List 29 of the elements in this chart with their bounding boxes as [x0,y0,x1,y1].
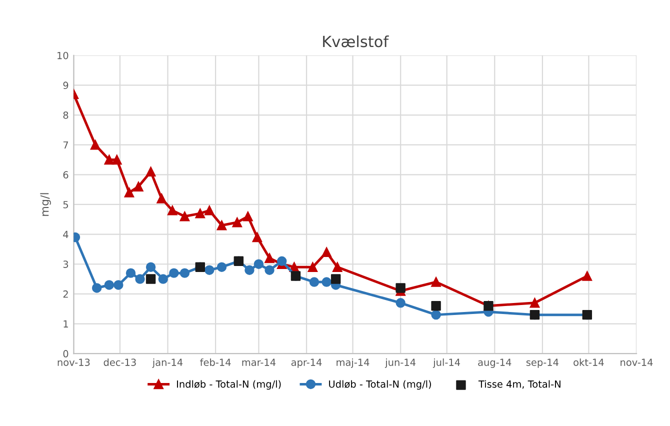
chart-title: Kvælstof [323,35,389,48]
x-tick-label: dec-13 [104,358,136,366]
x-tick-label: mar-14 [242,358,276,366]
x-tick-label: aug-14 [478,358,512,368]
y-tick-label: 10 [58,52,68,60]
y-tick-label: 0 [63,350,68,358]
y-tick-label: 6 [63,171,68,178]
y-tick-label: 7 [63,141,68,149]
y-tick-label: 5 [63,201,68,208]
x-tick-label: apr-14 [291,358,322,368]
x-tick-label: nov-14 [620,358,653,366]
x-tick-label: nov-13 [58,358,90,366]
y-tick-label: 2 [63,290,68,298]
x-tick-label: sep-14 [526,358,558,368]
x-tick-label: jun-14 [384,358,416,368]
y-tick-label: 4 [63,230,68,238]
legend-label: Indløb - Total-N (mg/l) [177,380,281,390]
x-tick-label: jan-14 [152,358,183,368]
y-tick-label: 8 [63,112,68,119]
y-tick-label: 9 [63,82,68,90]
legend-label: Tisse 4m, Total-N [478,380,560,389]
y-axis-title: mg/l [40,193,51,216]
y-tick-label: 1 [64,320,68,328]
y-tick-label: 3 [63,260,68,268]
x-tick-label: okt-14 [574,358,604,366]
x-tick-label: jul-14 [432,358,460,368]
x-tick-label: maj-14 [336,358,370,368]
legend-label: Udløb - Total-N (mg/l) [329,380,431,390]
x-tick-label: feb-14 [200,358,231,366]
